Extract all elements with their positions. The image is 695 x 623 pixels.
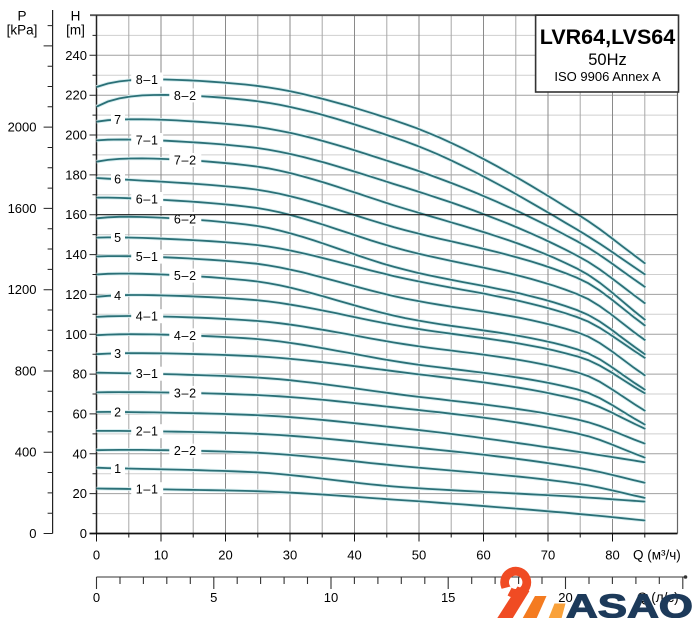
svg-text:2–2: 2–2 [174, 444, 197, 458]
svg-text:30: 30 [283, 548, 297, 563]
svg-text:Q (м³/ч): Q (м³/ч) [633, 548, 681, 563]
svg-text:LVR64,LVS64: LVR64,LVS64 [540, 25, 675, 49]
svg-text:4: 4 [114, 289, 122, 303]
svg-text:5–2: 5–2 [174, 269, 197, 283]
svg-text:50Hz: 50Hz [588, 51, 627, 69]
svg-text:7–2: 7–2 [174, 154, 197, 168]
svg-text:40: 40 [347, 548, 361, 563]
svg-text:70: 70 [541, 548, 555, 563]
svg-text:[kPa]: [kPa] [7, 23, 38, 38]
svg-text:Q (л/с): Q (л/с) [637, 590, 679, 605]
svg-text:3–1: 3–1 [136, 367, 159, 381]
svg-text:220: 220 [65, 88, 87, 103]
svg-text:15: 15 [441, 590, 455, 605]
svg-text:6–2: 6–2 [174, 213, 197, 227]
svg-text:5–1: 5–1 [136, 250, 159, 264]
svg-text:7: 7 [114, 113, 122, 127]
svg-text:800: 800 [15, 364, 37, 379]
svg-text:10: 10 [154, 548, 168, 563]
svg-text:1: 1 [114, 462, 122, 476]
svg-text:2000: 2000 [8, 120, 37, 135]
svg-text:1–1: 1–1 [136, 483, 159, 497]
svg-text:240: 240 [65, 48, 87, 63]
svg-text:60: 60 [476, 548, 490, 563]
svg-text:[m]: [m] [66, 23, 85, 38]
svg-text:20: 20 [218, 548, 232, 563]
svg-text:0: 0 [29, 526, 36, 541]
svg-text:3: 3 [114, 347, 122, 361]
svg-text:180: 180 [65, 167, 87, 182]
svg-text:1200: 1200 [8, 282, 37, 297]
svg-text:H: H [71, 9, 81, 24]
svg-text:100: 100 [65, 327, 87, 342]
svg-text:0: 0 [93, 548, 100, 563]
svg-text:1600: 1600 [8, 201, 37, 216]
svg-text:3–2: 3–2 [174, 386, 197, 400]
svg-text:0: 0 [80, 526, 87, 541]
svg-text:8–2: 8–2 [174, 89, 197, 103]
svg-text:2: 2 [114, 406, 122, 420]
svg-text:50: 50 [412, 548, 426, 563]
svg-text:20: 20 [558, 590, 572, 605]
svg-text:20: 20 [73, 486, 87, 501]
svg-text:6–1: 6–1 [136, 193, 159, 207]
svg-text:0: 0 [93, 590, 100, 605]
svg-text:5: 5 [114, 231, 122, 245]
svg-text:2–1: 2–1 [136, 425, 159, 439]
svg-text:120: 120 [65, 287, 87, 302]
svg-text:10: 10 [324, 590, 338, 605]
svg-text:160: 160 [65, 207, 87, 222]
svg-text:8–1: 8–1 [136, 73, 159, 87]
svg-text:80: 80 [605, 548, 619, 563]
svg-text:6: 6 [114, 173, 122, 187]
svg-text:4–2: 4–2 [174, 329, 197, 343]
svg-text:5: 5 [210, 590, 217, 605]
svg-text:60: 60 [73, 406, 87, 421]
svg-text:ASAO: ASAO [566, 588, 693, 619]
svg-text:140: 140 [65, 247, 87, 262]
svg-text:40: 40 [73, 446, 87, 461]
svg-text:400: 400 [15, 445, 37, 460]
svg-text:7–1: 7–1 [136, 134, 159, 148]
svg-text:4–1: 4–1 [136, 310, 159, 324]
svg-text:80: 80 [73, 367, 87, 382]
svg-text:P: P [17, 9, 26, 24]
svg-text:ISO 9906 Annex A: ISO 9906 Annex A [554, 69, 661, 84]
svg-text:200: 200 [65, 128, 87, 143]
